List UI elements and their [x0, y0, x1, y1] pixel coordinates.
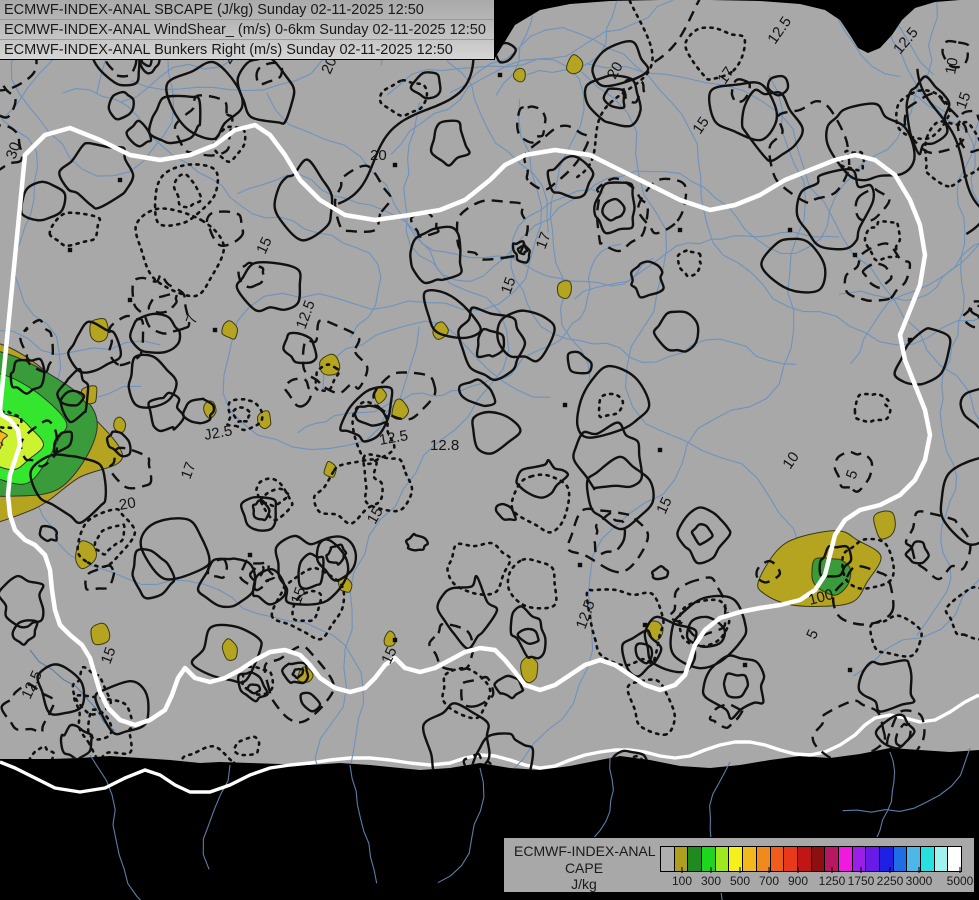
svg-text:20: 20	[370, 147, 387, 164]
svg-text:10: 10	[942, 56, 962, 75]
svg-text:12.8: 12.8	[430, 437, 459, 454]
svg-text:20: 20	[118, 494, 137, 514]
